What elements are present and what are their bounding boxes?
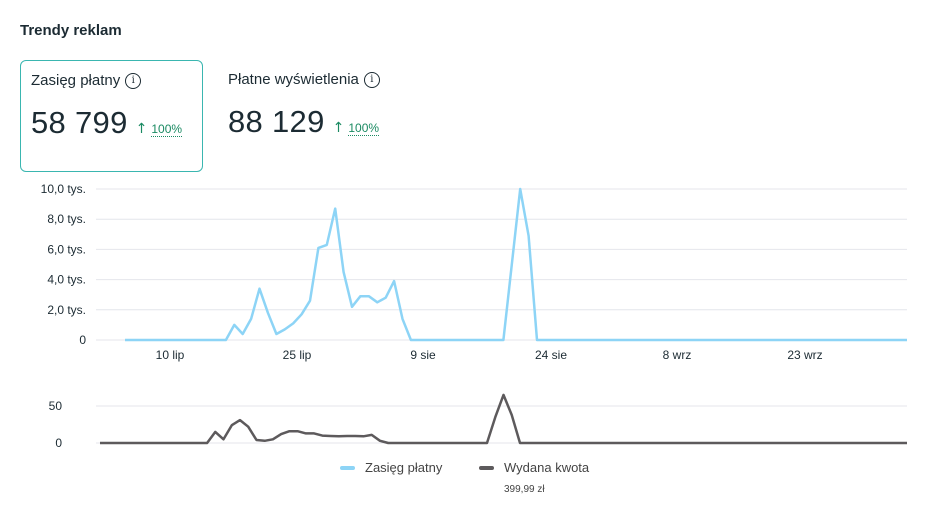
legend-swatch: [479, 465, 494, 470]
y-tick-label: 0: [79, 333, 86, 347]
x-tick-label: 9 sie: [410, 348, 436, 362]
legend-swatch: [340, 465, 355, 470]
x-tick-label: 10 lip: [156, 348, 185, 362]
info-icon[interactable]: i: [363, 71, 380, 88]
metric-label: Zasięg płatny: [31, 72, 121, 89]
metric-value: 88 129: [228, 104, 325, 139]
panel-title: Trendy reklam: [20, 22, 122, 39]
metric-card-paid-impressions[interactable]: Płatne wyświetlenia i 88 129 ↑ 100%: [218, 60, 428, 172]
y-tick-label: 8,0 tys.: [47, 212, 86, 226]
y-tick-label: 4,0 tys.: [47, 273, 86, 287]
y-tick-label: 50: [49, 399, 63, 413]
legend-label: Zasięg płatny: [365, 460, 443, 475]
arrow-up-icon: ↑: [332, 120, 345, 136]
x-tick-label: 8 wrz: [663, 348, 692, 362]
info-icon[interactable]: i: [125, 72, 142, 89]
series-line-spend: [100, 393, 907, 445]
metric-delta[interactable]: 100%: [151, 122, 183, 137]
arrow-up-icon: ↑: [135, 121, 148, 137]
series-line-paid-reach: [125, 187, 907, 342]
x-tick-label: 25 lip: [283, 348, 312, 362]
metric-value: 58 799: [31, 105, 128, 140]
y-tick-label: 10,0 tys.: [41, 182, 86, 196]
y-tick-label: 2,0 tys.: [47, 303, 86, 317]
metric-delta[interactable]: 100%: [348, 121, 380, 136]
x-tick-label: 24 sie: [535, 348, 567, 362]
metric-label: Płatne wyświetlenia: [228, 71, 359, 88]
legend-label: Wydana kwota: [504, 460, 590, 475]
y-tick-label: 6,0 tys.: [47, 242, 86, 256]
legend-item-reach[interactable]: Zasięg płatny: [340, 460, 442, 475]
x-tick-label: 23 wrz: [787, 348, 822, 362]
y-tick-label: 0: [55, 436, 62, 450]
legend-sublabel: 399,99 zł: [504, 484, 545, 495]
metric-card-paid-reach[interactable]: Zasięg płatny i 58 799 ↑ 100%: [20, 60, 203, 172]
legend-item-spend[interactable]: Wydana kwota: [479, 460, 589, 475]
